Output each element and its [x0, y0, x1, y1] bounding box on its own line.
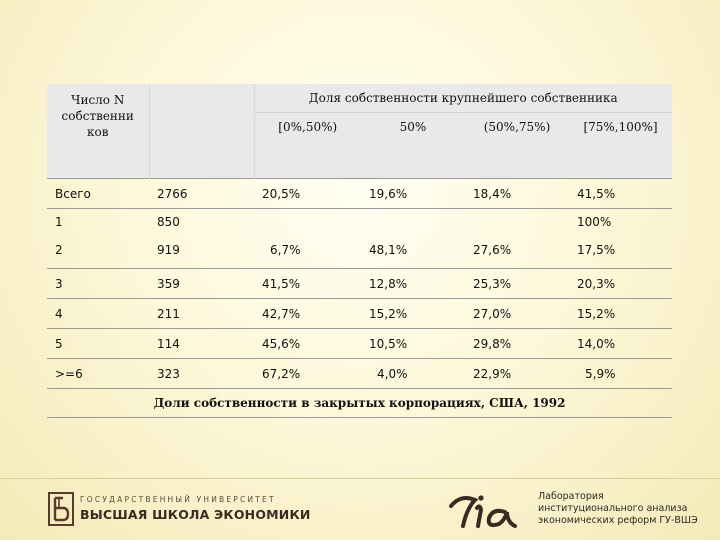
row-count: 323: [149, 358, 254, 389]
lab-name: Лаборатория институционального анализа э…: [538, 491, 718, 527]
row-value: 4,0%: [361, 358, 465, 389]
row-value: 15,2%: [569, 298, 673, 329]
header-range-0-50: [0%,50%): [278, 120, 338, 134]
row-value: 17,5%: [577, 243, 616, 257]
header-blank-cell: [149, 84, 255, 179]
lab-name-line: экономических реформ ГУ-ВШЭ: [538, 515, 698, 526]
header-owners-count: Число N собственни ков: [47, 84, 150, 179]
row-value: 6,7%: [270, 243, 301, 257]
row-value: 18,4%: [465, 178, 569, 209]
hse-logo: ГОСУДАРСТВЕННЫЙ УНИВЕРСИТЕТ ВЫСШАЯ ШКОЛА…: [48, 492, 310, 528]
row-value: 67,2%: [254, 358, 361, 389]
row-value: [473, 215, 569, 235]
row-count: 919: [157, 243, 180, 257]
header-largest-owner-share: Доля собственности крупнейшего собственн…: [254, 84, 673, 113]
university-name-top: ГОСУДАРСТВЕННЫЙ УНИВЕРСИТЕТ: [80, 495, 276, 504]
footer-divider: [0, 478, 720, 479]
table-row-5: 5 114 45,6% 10,5% 29,8% 14,0%: [47, 328, 673, 359]
header-range-50: 50%: [399, 120, 427, 134]
row-count: 211: [149, 298, 254, 329]
row-value: 45,6%: [254, 328, 361, 359]
row-label: >=6: [47, 358, 149, 389]
row-label: 3: [47, 268, 149, 299]
row-value: [369, 215, 465, 235]
table-row-1-2: 1 2 850 919 6,7% 48,1% 27,6% 100% 17,5%: [47, 208, 673, 269]
row-count: 114: [149, 328, 254, 359]
row-label: 5: [47, 328, 149, 359]
row-value: 15,2%: [361, 298, 465, 329]
row-value: 48,1%: [369, 243, 408, 257]
row-value: 12,8%: [361, 268, 465, 299]
row-value: 20,5%: [254, 178, 361, 209]
row-value: 27,0%: [465, 298, 569, 329]
row-value: 42,7%: [254, 298, 361, 329]
row-value: 29,8%: [465, 328, 569, 359]
row-value: 41,5%: [254, 268, 361, 299]
ownership-table-container: Число N собственни ков Доля собственност…: [47, 84, 673, 418]
hse-emblem-icon: [48, 492, 74, 526]
row-value: 100%: [577, 215, 612, 229]
table-row-6-plus: >=6 323 67,2% 4,0% 22,9% 5,9%: [47, 358, 673, 389]
ownership-table: Число N собственни ков Доля собственност…: [47, 84, 673, 418]
row-value: 14,0%: [569, 328, 673, 359]
lab-name-line: институционального анализа: [538, 503, 688, 514]
header-range-75-100: [75%,100%]: [583, 120, 658, 134]
row-label: 4: [47, 298, 149, 329]
row-value: 19,6%: [361, 178, 465, 209]
row-label: Всего: [47, 178, 149, 209]
row-value: 41,5%: [569, 178, 673, 209]
table-row-4: 4 211 42,7% 15,2% 27,0% 15,2%: [47, 298, 673, 329]
lab-name-line: Лаборатория: [538, 491, 604, 502]
table-row-total: Всего 2766 20,5% 19,6% 18,4% 41,5%: [47, 178, 673, 209]
row-value: 5,9%: [569, 358, 673, 389]
header-range-50-75: (50%,75%): [483, 120, 551, 134]
table-row-3: 3 359 41,5% 12,8% 25,3% 20,3%: [47, 268, 673, 299]
row-label: 1: [55, 215, 63, 229]
row-label: 2: [55, 243, 63, 257]
row-value: 10,5%: [361, 328, 465, 359]
row-value: [270, 215, 361, 235]
row-value: 20,3%: [569, 268, 673, 299]
table-caption: Доли собственности в закрытых корпорация…: [47, 388, 673, 418]
row-value: 27,6%: [473, 243, 512, 257]
row-value: 22,9%: [465, 358, 569, 389]
row-value: 25,3%: [465, 268, 569, 299]
lab-logo-icon: [449, 495, 517, 528]
row-count: 2766: [149, 178, 254, 209]
row-count: 359: [149, 268, 254, 299]
row-count: 850: [157, 215, 180, 229]
university-name-bottom: ВЫСШАЯ ШКОЛА ЭКОНОМИКИ: [80, 507, 311, 522]
